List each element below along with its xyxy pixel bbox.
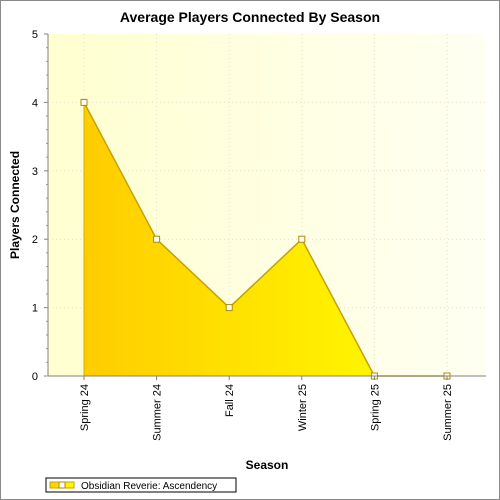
- series-area-fill: [84, 102, 447, 377]
- x-tick-label: Fall 24: [224, 384, 236, 417]
- data-point: [298, 235, 306, 243]
- x-tick-label: Summer 24: [152, 384, 164, 441]
- x-tick-label: Spring 24: [79, 384, 91, 431]
- x-tick-label: Winter 25: [297, 384, 309, 431]
- legend-label: Obsidian Reverie: Ascendency: [81, 481, 217, 492]
- legend-box: [45, 477, 237, 493]
- y-tick-label: 1: [32, 303, 38, 315]
- y-tick-label: 2: [32, 234, 38, 246]
- axes: [44, 33, 486, 380]
- data-point: [225, 304, 233, 312]
- y-tick-label: 3: [32, 166, 38, 178]
- chart-title: Average Players Connected By Season: [120, 9, 380, 25]
- data-point: [80, 98, 88, 106]
- x-axis-title: Season: [246, 458, 289, 472]
- y-tick-label: 5: [32, 29, 38, 41]
- x-tick-label: Summer 25: [442, 384, 454, 441]
- legend-marker: [58, 481, 66, 489]
- y-axis-title: Players Connected: [8, 151, 22, 259]
- x-tick-labels: Spring 24 Summer 24 Fall 24 Winter 25 Spring…: [79, 384, 454, 441]
- y-tick-label: 4: [32, 97, 38, 109]
- y-tick-label: 0: [32, 371, 38, 383]
- x-tick-label: Spring 25: [369, 384, 381, 431]
- y-tick-labels: 0 1 2 3 4 5: [32, 29, 38, 383]
- legend: Obsidian Reverie: Ascendency: [45, 477, 237, 493]
- data-point: [153, 235, 161, 243]
